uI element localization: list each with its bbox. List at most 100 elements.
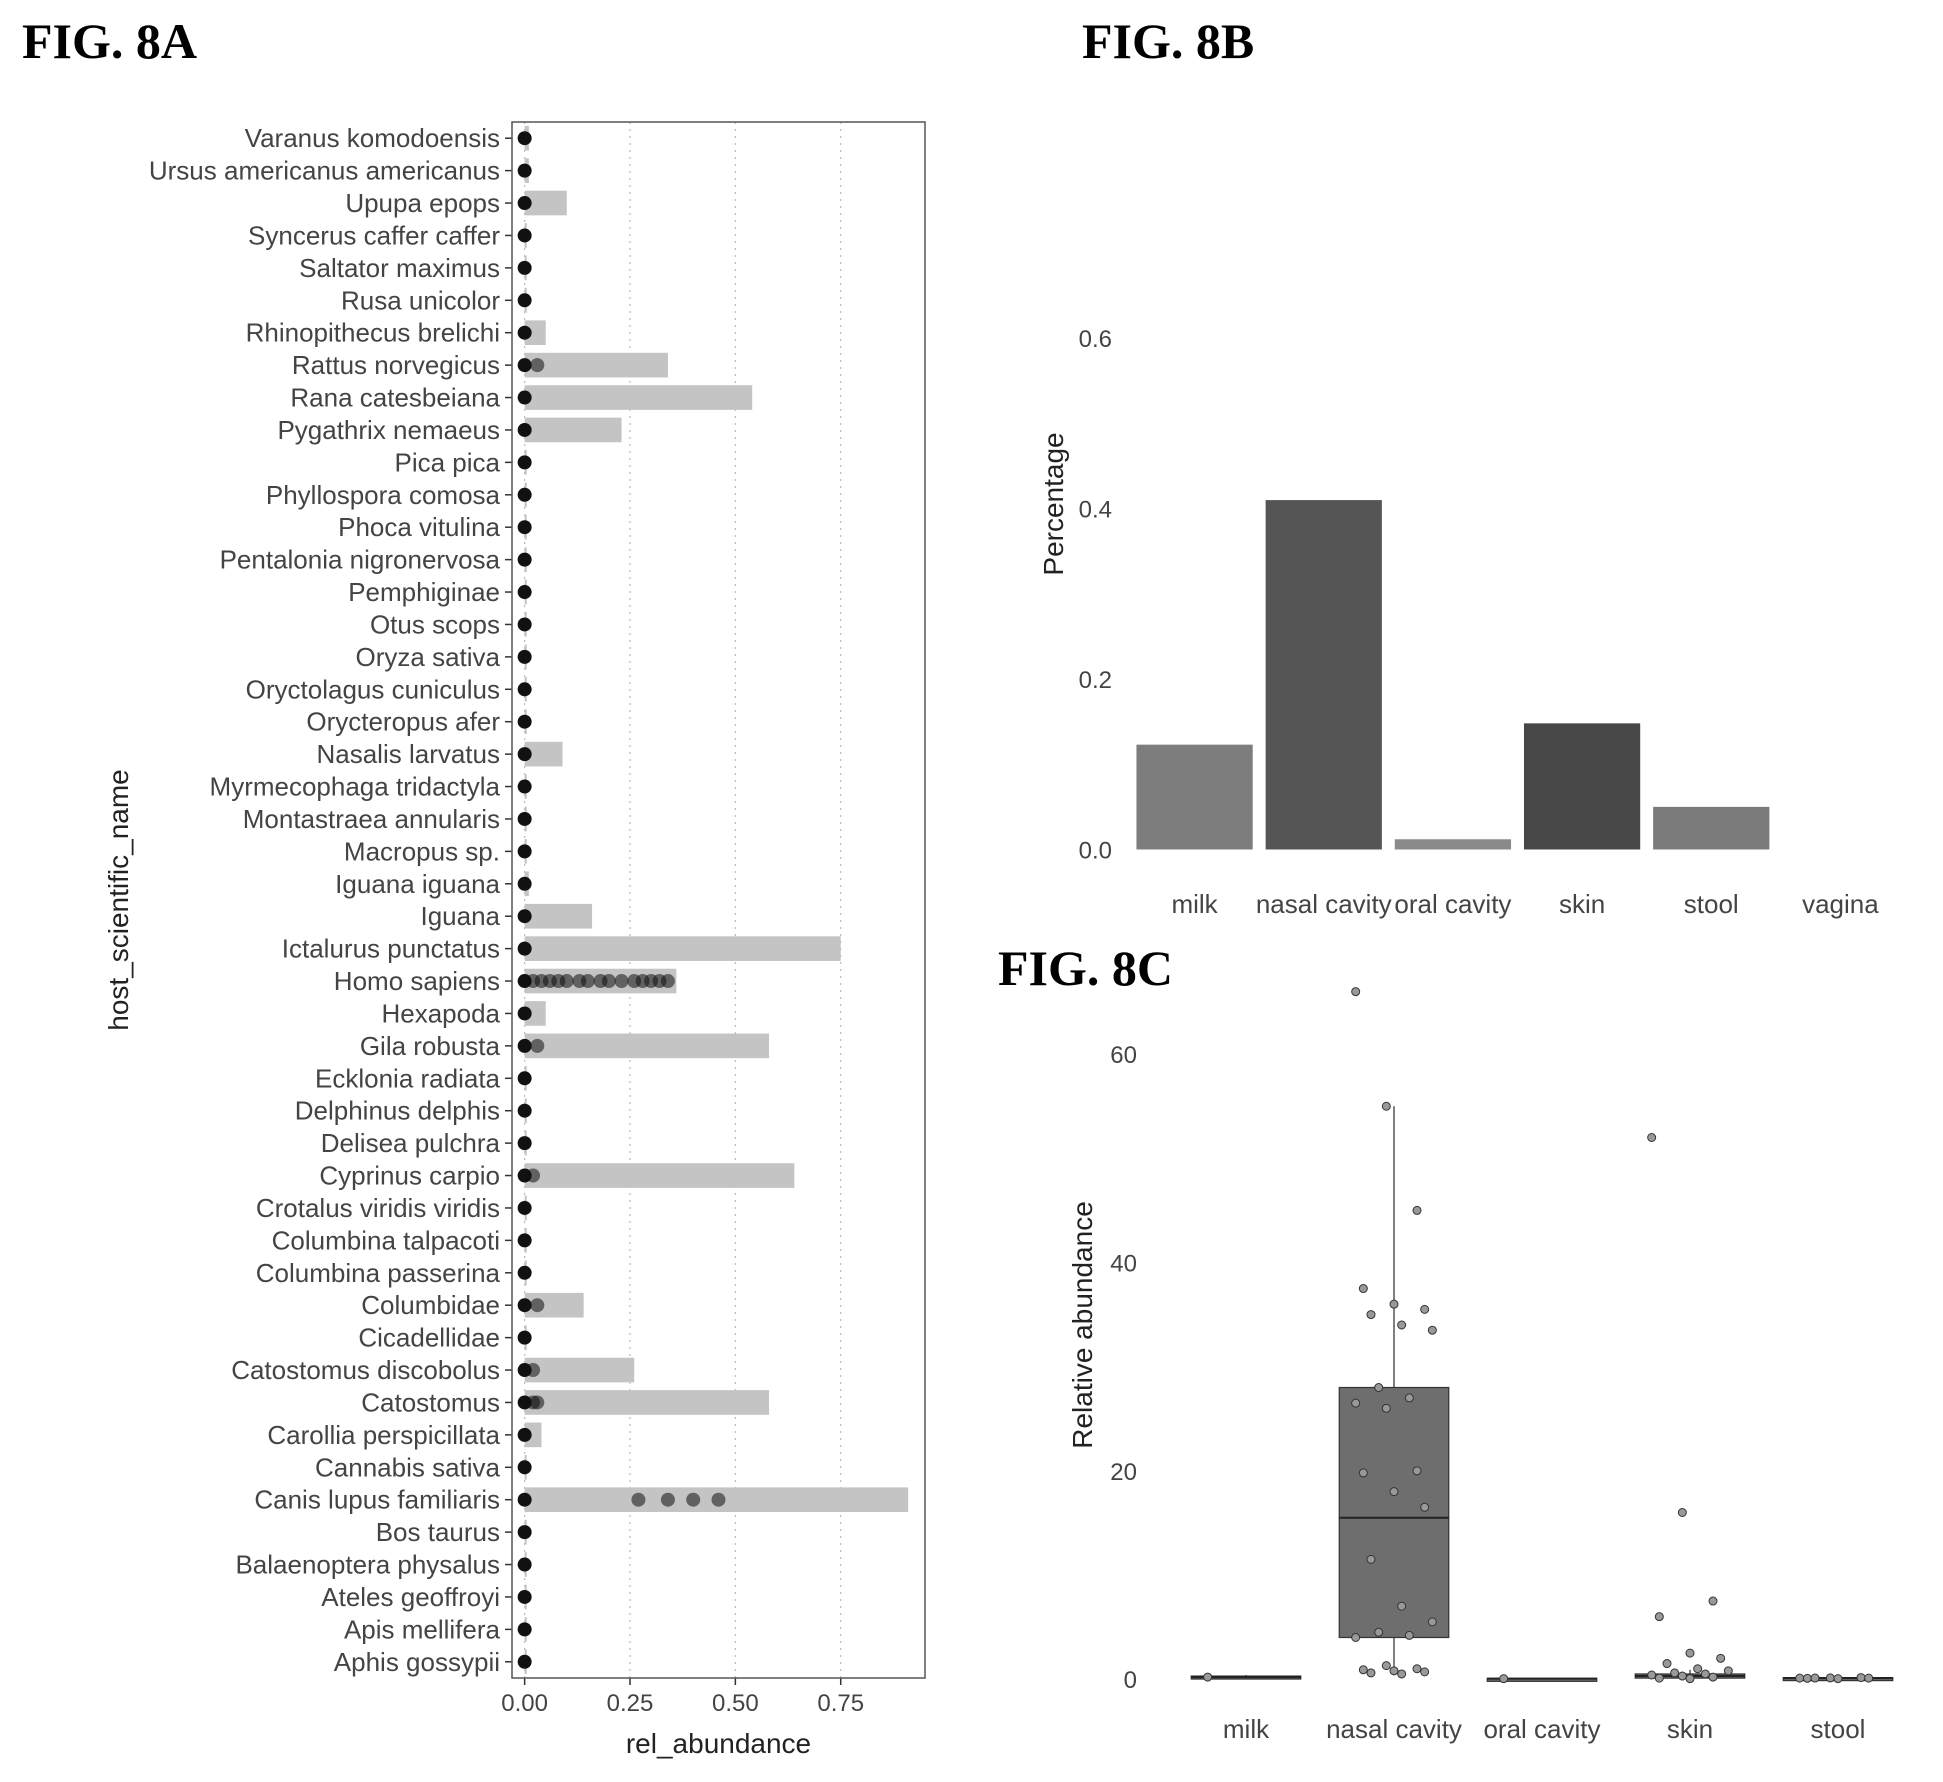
point-nasal-cavity [1351,1633,1361,1642]
point-phoca-vitulina [517,520,532,535]
point-skin [1654,1673,1664,1683]
point-skin [1647,1670,1657,1680]
point-stool [1833,1674,1843,1684]
fig-8a-y-tick-label: Upupa epops [345,188,500,218]
point-hexapoda [517,1006,532,1021]
fig-8a-y-tick-label: Homo sapiens [334,966,500,996]
point-nasal-cavity [1404,1630,1414,1640]
point-skin [1662,1659,1672,1669]
point-nasal-cavity [1420,1304,1430,1314]
point-homo-sapiens [559,974,574,989]
point-skin [1700,1669,1710,1679]
point-ateles-geoffroyi [517,1589,532,1604]
fig-8a-y-tick-label: Phoca vitulina [338,512,500,542]
point-nasal-cavity [1427,1325,1437,1335]
point-iguana-iguana [517,876,532,891]
fig-8a-x-tick-label: 0.75 [817,1690,864,1717]
fig-8a-y-tick-label: Cicadellidae [358,1323,500,1353]
point-nasal-cavity [1412,1466,1422,1476]
fig-8b-x-tick-label: skin [1559,889,1605,919]
fig-8c-chart: 0 20 40 60 milk nasal cavity oral cavity skin s… [1067,987,1894,1744]
point-rusa-unicolor [517,293,532,308]
fig-8a-y-tick-label: Saltator maximus [299,253,500,283]
fig-8c-x-tick-label: oral cavity [1483,1714,1600,1744]
point-stool [1864,1673,1874,1683]
point-nasal-cavity [1358,1468,1368,1478]
box-nasal-cavity [1338,1386,1450,1639]
bar-iguana [524,903,593,929]
fig-8a-y-tick-label: Pentalonia nigronervosa [220,545,501,575]
point-catostomus [530,1395,545,1410]
point-saltator-maximus [517,260,532,275]
point-nasal-cavity [1366,1668,1376,1678]
point-upupa-epops [517,196,532,211]
point-nasal-cavity [1358,1665,1368,1675]
point-orycteropus-afer [517,714,532,729]
fig-8a-y-tick-label: Otus scops [370,609,500,639]
fig-8a-y-tick-label: Oryctolagus cuniculus [246,674,500,704]
point-stool [1795,1673,1805,1683]
fig-8b-x-tick-label: vagina [1802,889,1879,919]
fig-8a-y-tick-label: Canis lupus familiaris [254,1485,500,1515]
fig-8a-y-tick-label: Balaenoptera physalus [235,1550,500,1580]
bar-hexapoda [524,1001,546,1026]
point-skin [1647,1133,1657,1142]
point-columbidae [517,1298,532,1313]
point-phyllospora-comosa [517,487,532,502]
fig-8a-y-tick-label: Columbina passerina [256,1258,501,1288]
bar-ictalurus-punctatus [524,936,841,961]
fig-8a-y-tick-label: Bos taurus [376,1517,500,1547]
fig-8c-x-tick-label: milk [1223,1714,1270,1744]
bar-carollia-perspicillata [524,1422,542,1448]
bar-upupa-epops [524,190,567,216]
fig-8c-x-tick-label: nasal cavity [1326,1714,1462,1744]
fig-8c-y-tick-label: 40 [1110,1251,1137,1278]
fig-8a-y-tick-label: Catostomus discobolus [231,1355,500,1385]
point-ecklonia-radiata [517,1071,532,1086]
fig-8c-x-tick-label: stool [1811,1714,1866,1744]
fig-8a-y-tick-label: Myrmecophaga tridactyla [210,772,501,802]
fig-8b-chart: 0.0 0.2 0.4 0.6 milk nasal cavity oral cavity… [1038,326,1879,919]
point-gila-robusta [530,1038,545,1053]
fig-8a-y-tick-label: Columbidae [361,1290,500,1320]
point-syncerus-caffer-caffer [517,228,532,243]
point-balaenoptera-physalus [517,1557,532,1572]
fig-8c-y-tick-label: 60 [1110,1042,1137,1069]
point-nasal-cavity [1427,1617,1437,1627]
point-nasal-cavity [1420,1502,1430,1512]
fig-8a-y-tick-label: Cyprinus carpio [319,1161,500,1191]
point-oryctolagus-cuniculus [517,682,532,697]
point-nasal-cavity [1381,1403,1391,1413]
point-homo-sapiens [614,974,629,989]
point-nasal-cavity [1366,1310,1376,1320]
point-carollia-perspicillata [517,1427,532,1442]
fig-8b-label: FIG. 8B [1082,13,1254,69]
point-iguana [517,909,532,924]
fig-8a-y-tick-label: Iguana iguana [335,869,500,899]
bar-milk [1136,744,1253,850]
fig-8b-x-tick-label: milk [1171,889,1218,919]
fig-8a-y-tick-label: Oryza sativa [356,642,501,672]
fig-8c-label: FIG. 8C [998,940,1173,996]
fig-8a-x-tick-label: 0.00 [501,1690,548,1717]
point-ictalurus-punctatus [517,941,532,956]
point-montastraea-annularis [517,811,532,826]
bar-oral-cavity [1394,839,1512,850]
fig-8a-y-tick-label: Macropus sp. [344,836,500,866]
point-nasal-cavity [1366,1554,1376,1564]
point-rattus-norvegicus [530,358,545,373]
bar-rana-catesbeiana [524,385,753,410]
fig-8a-y-tick-label: Delphinus delphis [295,1096,500,1126]
point-canis-lupus-familiaris [660,1492,675,1507]
fig-8b-x-tick-label: stool [1684,889,1739,919]
point-skin [1670,1668,1680,1678]
fig-8a-y-tick-label: Ursus americanus americanus [149,156,500,186]
point-skin [1723,1666,1733,1676]
point-nasal-cavity [1397,1320,1407,1330]
point-nasal-cavity [1420,1667,1430,1677]
fig-8c-y-tick-label: 20 [1110,1459,1137,1486]
bar-catostomus-discobolus [524,1357,635,1383]
fig-8a-y-tick-label: Phyllospora comosa [266,480,501,510]
fig-8a-y-tick-label: Gila robusta [360,1031,501,1061]
point-columbidae [530,1298,545,1313]
